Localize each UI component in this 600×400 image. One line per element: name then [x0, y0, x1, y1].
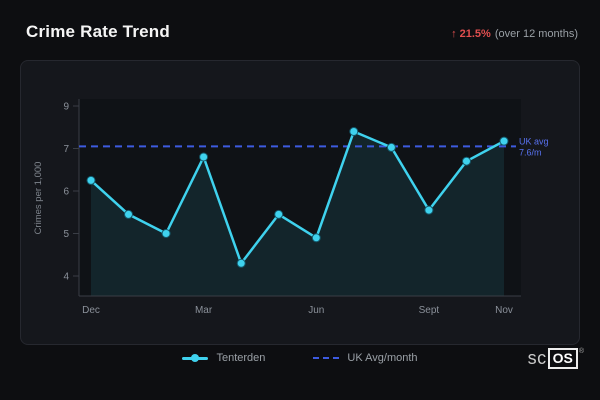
legend-item-uk-avg[interactable]: UK Avg/month [313, 352, 418, 364]
svg-text:6: 6 [63, 187, 69, 198]
registered-mark-icon: ® [578, 348, 584, 355]
chart-legend: Tenterden UK Avg/month [0, 352, 600, 364]
delta-arrow-icon: ↑ [451, 28, 457, 40]
brand-prefix: sc [527, 348, 547, 369]
svg-text:9: 9 [63, 102, 69, 113]
brand-box: OS [547, 348, 578, 370]
svg-text:4: 4 [63, 272, 69, 283]
svg-text:Mar: Mar [195, 305, 213, 316]
svg-text:UK avg: UK avg [519, 136, 549, 146]
svg-text:7: 7 [63, 144, 69, 155]
legend-item-tenterden[interactable]: Tenterden [182, 352, 265, 364]
legend-label: UK Avg/month [347, 352, 418, 364]
svg-text:Dec: Dec [82, 305, 100, 316]
svg-text:5: 5 [63, 229, 69, 240]
svg-text:Crimes per 1,000: Crimes per 1,000 [33, 162, 44, 235]
delta-note: (over 12 months) [494, 28, 578, 40]
svg-text:Nov: Nov [495, 305, 513, 316]
svg-text:Sept: Sept [419, 305, 440, 316]
page-title: Crime Rate Trend [26, 22, 170, 41]
brand-logo: sc OS ® [527, 348, 584, 370]
trend-chart: 4 5 6 7 9 Dec Mar Jun Sept Nov Crimes per 1,000 UK … [33, 99, 549, 316]
chart-card: 4 5 6 7 9 Dec Mar Jun Sept Nov Crimes per 1,000 UK … [20, 60, 580, 345]
dashed-line-swatch-icon [313, 357, 340, 359]
delta-value: ↑ 21.5% [451, 28, 491, 40]
delta-badge: ↑ 21.5% (over 12 months) [451, 28, 578, 40]
svg-text:Jun: Jun [308, 305, 324, 316]
line-dot-swatch-icon [182, 354, 209, 362]
legend-label: Tenterden [216, 352, 266, 364]
svg-text:7.6/m: 7.6/m [519, 147, 542, 157]
